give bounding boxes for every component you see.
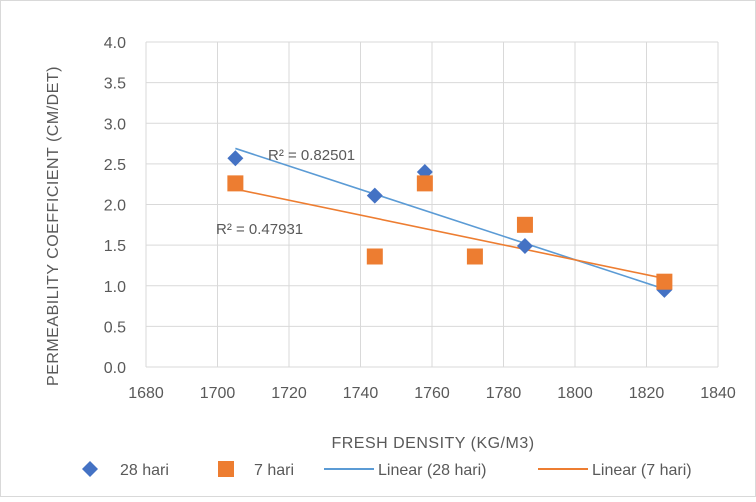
x-tick-label: 1680 bbox=[128, 385, 164, 402]
y-tick-label: 3.0 bbox=[104, 116, 126, 133]
data-point-28-hari bbox=[366, 187, 383, 204]
r-squared-label: R² = 0.47931 bbox=[216, 221, 303, 238]
x-tick-labels: 1680 1700 1720 1740 1760 1780 1800 1820 1840 bbox=[128, 385, 736, 402]
r-squared-labels: R² = 0.82501 R² = 0.47931 bbox=[216, 147, 355, 238]
x-tick-label: 1700 bbox=[200, 385, 236, 402]
legend-label-28-hari: 28 hari bbox=[120, 462, 169, 479]
y-tick-label: 3.5 bbox=[104, 76, 126, 93]
legend-marker-28-hari bbox=[82, 461, 98, 477]
x-tick-label: 1820 bbox=[629, 385, 665, 402]
data-point-28-hari bbox=[227, 150, 244, 167]
x-tick-label: 1740 bbox=[343, 385, 379, 402]
data-point-7-hari bbox=[227, 175, 244, 192]
legend: 28 hari 7 hari Linear (28 hari) Linear (7 h… bbox=[82, 461, 692, 479]
data-point-7-hari bbox=[656, 273, 673, 290]
y-tick-label: 1.0 bbox=[104, 279, 126, 296]
data-point-7-hari bbox=[416, 175, 433, 192]
y-tick-label: 2.0 bbox=[104, 198, 126, 215]
legend-marker-7-hari bbox=[218, 461, 234, 477]
y-tick-label: 0.0 bbox=[104, 360, 126, 377]
y-tick-label: 4.0 bbox=[104, 35, 126, 52]
y-tick-label: 0.5 bbox=[104, 319, 126, 336]
y-tick-label: 2.5 bbox=[104, 157, 126, 174]
data-point-7-hari bbox=[516, 216, 533, 233]
x-axis-title: FRESH DENSITY (KG/M3) bbox=[331, 435, 534, 452]
r-squared-label: R² = 0.82501 bbox=[268, 147, 355, 164]
x-tick-label: 1760 bbox=[414, 385, 450, 402]
legend-label-linear-28-hari: Linear (28 hari) bbox=[378, 462, 487, 479]
grid-lines bbox=[145, 41, 719, 368]
trendline-28-hari bbox=[235, 147, 665, 290]
x-tick-label: 1780 bbox=[486, 385, 522, 402]
trendline-7-hari bbox=[235, 188, 665, 280]
trendlines bbox=[235, 147, 665, 290]
legend-label-7-hari: 7 hari bbox=[254, 462, 294, 479]
x-tick-label: 1720 bbox=[271, 385, 307, 402]
data-point-7-hari bbox=[366, 248, 383, 265]
x-tick-label: 1800 bbox=[557, 385, 593, 402]
y-tick-label: 1.5 bbox=[104, 238, 126, 255]
legend-label-linear-7-hari: Linear (7 hari) bbox=[592, 462, 692, 479]
data-point-28-hari bbox=[516, 237, 533, 254]
y-axis-title: PERMEABILITY COEFFICIENT (CM/DET) bbox=[45, 66, 62, 386]
data-points bbox=[227, 150, 673, 298]
data-point-7-hari bbox=[466, 248, 483, 265]
y-tick-labels: 0.0 0.5 1.0 1.5 2.0 2.5 3.0 3.5 4.0 bbox=[104, 35, 126, 377]
x-tick-label: 1840 bbox=[700, 385, 736, 402]
